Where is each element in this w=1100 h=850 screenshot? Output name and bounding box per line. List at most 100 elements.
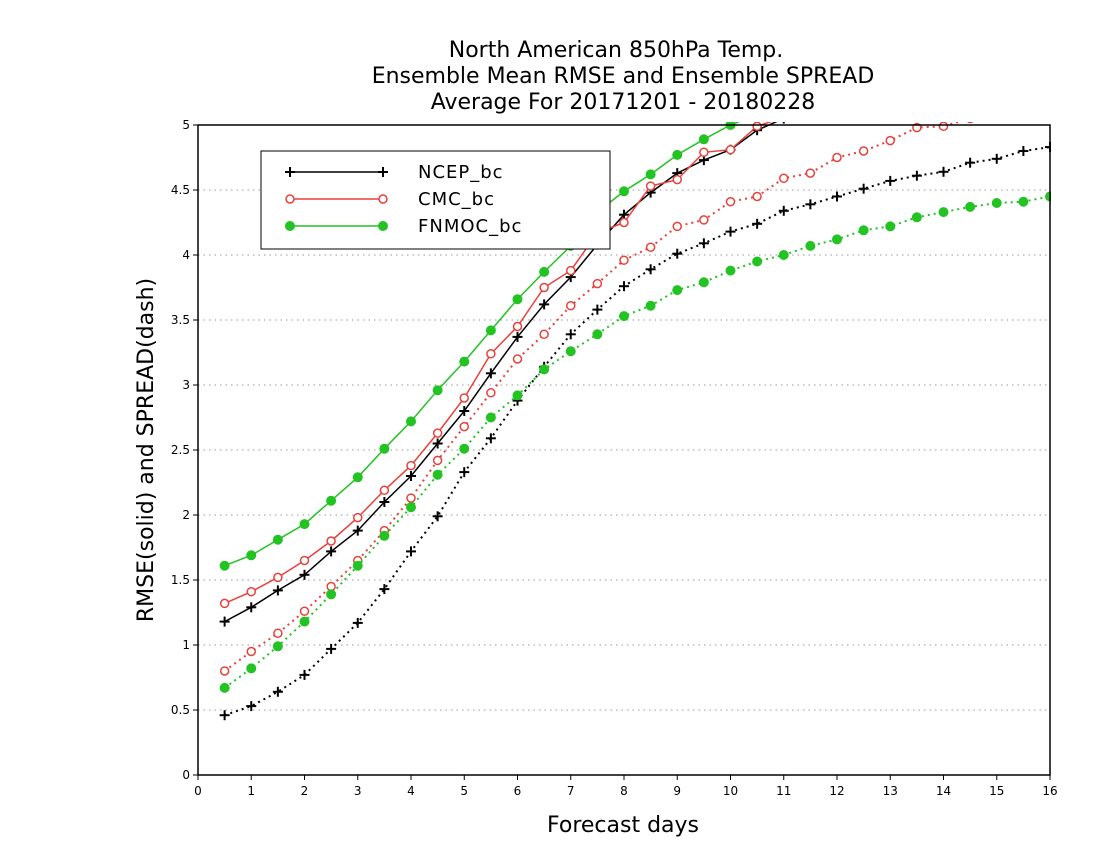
data-point-fnmoc-bc-spread [911, 212, 922, 223]
data-point-fnmoc-bc-rmse [272, 534, 283, 545]
data-point-fnmoc-bc-rmse [379, 443, 390, 454]
data-point-fnmoc-bc-spread [938, 207, 949, 218]
data-point-ncep-bc-rmse [782, 122, 785, 124]
data-point-cmc-bc-rmse [432, 428, 443, 438]
y-tick-label: 0 [182, 768, 190, 782]
data-point-ncep-bc-spread [911, 170, 922, 181]
data-point-fnmoc-bc-spread [858, 225, 869, 236]
data-point-ncep-bc-rmse [379, 497, 390, 507]
x-tick-label: 14 [936, 784, 951, 798]
data-point-cmc-bc-spread [539, 329, 549, 340]
legend-item-fnmoc-bc: FNMOC_bc [285, 216, 521, 237]
data-point-cmc-bc-rmse [699, 147, 709, 158]
data-point-fnmoc-bc-spread [991, 198, 1002, 208]
data-point-ncep-bc-spread [645, 264, 656, 275]
data-point-ncep-bc-spread [778, 205, 789, 216]
legend-marker [378, 221, 388, 231]
data-point-cmc-bc-rmse [326, 536, 336, 546]
data-point-ncep-bc-spread [246, 701, 257, 712]
data-point-fnmoc-bc-spread [565, 346, 576, 357]
legend-marker [285, 221, 295, 231]
data-point-fnmoc-bc-spread [299, 616, 310, 627]
data-point-cmc-bc-spread [299, 606, 310, 616]
data-point-fnmoc-bc-spread [965, 201, 976, 212]
data-point-ncep-bc-spread [619, 281, 629, 292]
data-point-fnmoc-bc-spread [592, 329, 603, 340]
data-point-ncep-bc-spread [672, 248, 683, 259]
data-point-fnmoc-bc-rmse [485, 325, 496, 336]
legend-marker [378, 194, 388, 204]
x-tick-label: 6 [514, 784, 522, 798]
data-point-fnmoc-bc-spread [645, 300, 656, 311]
data-point-cmc-bc-spread [512, 354, 523, 364]
chart-title-line-2: Ensemble Mean RMSE and Ensemble SPREAD [372, 64, 875, 89]
data-point-ncep-bc-rmse [406, 471, 416, 481]
data-point-cmc-bc-rmse [299, 555, 310, 566]
data-point-ncep-bc-spread [432, 511, 443, 522]
data-point-fnmoc-bc-rmse [219, 560, 230, 571]
data-point-ncep-bc-rmse [219, 616, 230, 627]
data-point-ncep-bc-spread [219, 710, 230, 721]
data-point-cmc-bc-spread [779, 173, 789, 184]
data-point-cmc-bc-rmse [246, 586, 256, 597]
data-point-fnmoc-bc-spread [432, 469, 443, 480]
data-point-fnmoc-bc-spread [485, 412, 496, 423]
data-point-ncep-bc-spread [752, 218, 763, 229]
legend-item-cmc-bc: CMC_bc [285, 189, 495, 210]
data-point-fnmoc-bc-spread [805, 240, 816, 251]
data-point-cmc-bc-rmse [273, 572, 283, 583]
data-point-cmc-bc-rmse [379, 485, 390, 496]
data-point-cmc-bc-rmse [619, 217, 629, 228]
y-tick-label: 2.5 [171, 443, 190, 457]
x-tick-label: 9 [673, 784, 681, 798]
data-point-fnmoc-bc-rmse [619, 186, 629, 197]
data-point-cmc-bc-spread [725, 196, 736, 207]
data-point-fnmoc-bc-spread [459, 443, 470, 454]
series-line-fnmoc-bc-rmse [224, 122, 741, 567]
data-point-fnmoc-bc-rmse [432, 385, 443, 396]
data-point-ncep-bc-spread [406, 546, 416, 557]
data-point-cmc-bc-rmse [353, 512, 363, 523]
legend: NCEP_bc CMC_bc FNMOC_bc [260, 150, 611, 250]
data-point-ncep-bc-rmse [539, 299, 550, 310]
data-point-fnmoc-bc-rmse [459, 356, 470, 367]
legend-label: NCEP_bc [418, 162, 504, 183]
data-point-ncep-bc-rmse [432, 438, 443, 449]
series-cmc-bc-spread [219, 122, 974, 676]
legend-label: CMC_bc [418, 189, 495, 210]
data-point-ncep-bc-spread [991, 153, 1002, 164]
data-point-ncep-bc-spread [832, 191, 842, 202]
x-tick-label: 11 [776, 784, 791, 798]
data-point-fnmoc-bc-rmse [246, 550, 257, 561]
data-point-fnmoc-bc-rmse [352, 472, 363, 483]
series-layer [219, 122, 1051, 721]
data-point-fnmoc-bc-spread [379, 530, 390, 541]
data-point-ncep-bc-spread [485, 433, 496, 444]
data-point-fnmoc-bc-rmse [672, 149, 683, 160]
data-point-ncep-bc-spread [592, 304, 603, 315]
data-point-ncep-bc-spread [805, 199, 816, 210]
data-point-fnmoc-bc-spread [725, 265, 736, 276]
x-tick-label: 16 [1042, 784, 1057, 798]
data-point-cmc-bc-spread [592, 278, 603, 289]
data-point-cmc-bc-spread [432, 455, 443, 466]
data-point-cmc-bc-spread [645, 242, 656, 252]
y-tick-label: 1.5 [171, 573, 190, 587]
data-point-fnmoc-bc-spread [698, 277, 709, 288]
y-tick-label: 3.5 [171, 313, 190, 327]
data-point-ncep-bc-spread [326, 643, 337, 654]
data-point-cmc-bc-rmse [672, 174, 682, 185]
data-point-fnmoc-bc-rmse [406, 416, 416, 427]
data-point-ncep-bc-rmse [299, 569, 310, 580]
data-point-cmc-bc-rmse [645, 181, 656, 191]
data-point-fnmoc-bc-spread [1018, 196, 1029, 207]
data-point-ncep-bc-spread [725, 226, 736, 237]
data-point-fnmoc-bc-spread [885, 221, 896, 232]
data-point-fnmoc-bc-spread [246, 663, 257, 674]
data-point-cmc-bc-rmse [539, 282, 549, 293]
chart-title-group: North American 850hPa Temp. Ensemble Mea… [372, 38, 875, 115]
series-fnmoc-bc-rmse [219, 122, 741, 571]
series-cmc-bc-rmse [219, 122, 773, 609]
data-point-ncep-bc-spread [565, 329, 576, 340]
